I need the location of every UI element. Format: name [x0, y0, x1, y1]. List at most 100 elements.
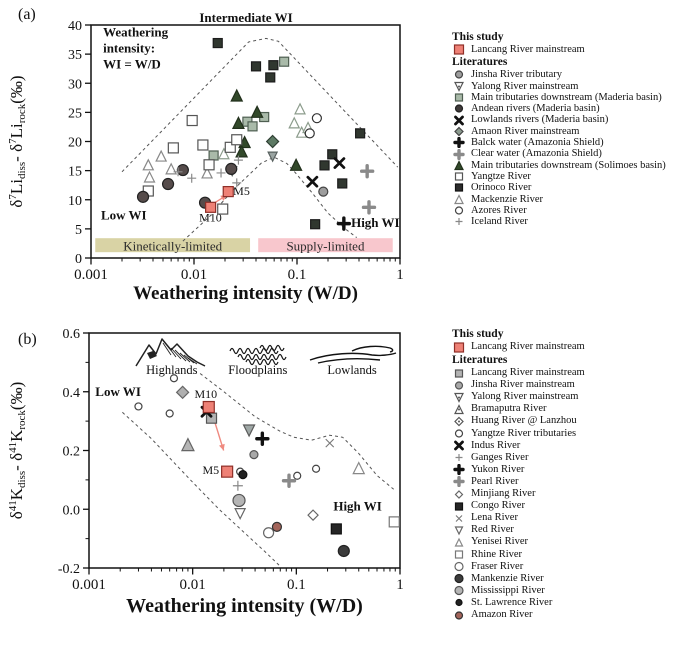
legend-item: Yukon River — [452, 464, 698, 476]
legend-item-label: Iceland River — [471, 216, 528, 228]
svg-text:30: 30 — [68, 77, 82, 92]
series-ganges-river — [232, 480, 243, 491]
legend-item-label: Red River — [471, 524, 514, 536]
legend-item-label: Lena River — [471, 512, 518, 524]
series-yenisei-river — [352, 461, 366, 475]
highlands-sketch — [135, 338, 206, 367]
legend-marker-lancang-river-mainstream — [454, 369, 464, 378]
legend-item: Fraser River — [452, 561, 698, 573]
legend-item: Lowlands rivers (Maderia basin) — [452, 114, 698, 125]
series-mississippi-river — [232, 493, 246, 508]
legend-item-label: Congo River — [471, 500, 525, 512]
legend-item-label: Orinoco River — [471, 182, 532, 194]
legend-item-label: Fraser River — [471, 560, 524, 572]
lowlands-sketch — [309, 345, 397, 364]
svg-text:0.1: 0.1 — [288, 267, 307, 283]
legend-marker-clear-water-amazonia-shield — [453, 148, 465, 160]
legend-item: Pearl River — [452, 476, 698, 488]
legend-marker-mankenzie-river — [454, 574, 464, 584]
legend-item: Andean rivers (Maderia basin) — [452, 103, 698, 114]
svg-text:5: 5 — [75, 223, 82, 238]
legend-item-label: Jinsha River mainstream — [471, 379, 575, 391]
svg-text:0.2: 0.2 — [63, 445, 81, 460]
y-axis: 0 5 10 15 20 25 30 35 40 δ7Lidiss- δ7Lirock(‰) — [7, 19, 91, 267]
legend-item: Red River — [452, 524, 698, 536]
legend-item: Lena River — [452, 512, 698, 524]
legend-item-label: Amazon River — [471, 608, 533, 620]
floodplains-sketch — [229, 344, 287, 366]
series-main-tributaries-downstream-solimoes-basin — [230, 88, 303, 171]
legend-marker-red-river — [454, 526, 464, 536]
legend-item: Clear water (Amazonia Shield) — [452, 148, 698, 160]
legend-item-label: Andean rivers (Maderia basin) — [471, 103, 600, 115]
svg-text:Kinetically-limited: Kinetically-limited — [123, 238, 222, 253]
series-mankenzie-river — [337, 544, 350, 558]
svg-text:0: 0 — [75, 252, 82, 267]
legend-item-label: Lowlands rivers (Maderia basin) — [471, 114, 609, 126]
legend-marker-azores-river — [454, 206, 464, 215]
series-yangtze-river — [142, 114, 243, 215]
panel-b-plot: 0.001 0.01 0.1 1 Weathering intensity (W/D) -… — [7, 327, 404, 617]
legend-item: Yangtze River tributaries — [452, 428, 698, 440]
svg-text:0.6: 0.6 — [63, 327, 81, 342]
legend-item-label: Bramaputra River — [471, 403, 547, 415]
legend-item: Mankenzie River — [452, 573, 698, 585]
legend-item-label: Lancang River mainstream — [471, 367, 585, 379]
series-bramaputra-river — [180, 437, 195, 452]
svg-text:0.1: 0.1 — [287, 577, 306, 593]
legend-marker-orinoco-river — [454, 183, 464, 193]
legend-item: Orinoco River — [452, 182, 698, 193]
legend-marker-main-tributaries-downstream-solimoes-basin — [454, 159, 464, 170]
legend-item-label: Yenisei River — [471, 536, 528, 548]
svg-text:0.01: 0.01 — [181, 267, 207, 283]
legend-item-label: Mississippi River — [471, 584, 545, 596]
legend-item-label: Yangtze River — [471, 170, 531, 182]
legend-marker-minjiang-river — [454, 489, 464, 499]
regime-bands: Kinetically-limited Supply-limited — [95, 238, 393, 253]
svg-text:WI = W/D: WI = W/D — [103, 57, 161, 72]
legend-marker-congo-river — [454, 502, 464, 511]
legend-marker-amaon-river-mainstream — [454, 126, 464, 137]
panel-a-label: (a) — [18, 6, 36, 23]
legend-marker-rhine-river — [454, 550, 464, 559]
legend-marker-ganges-river — [455, 454, 463, 462]
series-balck-water-amazonia-shield — [336, 216, 352, 231]
legend-item-label: Huang River @ Lanzhou — [471, 415, 577, 427]
legend-item-label: Clear water (Amazonia Shield) — [471, 148, 602, 160]
series-lancang-river-mainstream-this-study — [205, 185, 234, 213]
legend-item-label: Main tributaries downstream (Solimoes ba… — [471, 159, 666, 171]
series-orinoco-river — [212, 37, 366, 230]
legend-item: Ganges River — [452, 452, 698, 464]
legend-marker-yalong-river-mainstream — [454, 81, 464, 92]
svg-text:0.001: 0.001 — [74, 267, 108, 283]
svg-text:M5: M5 — [233, 184, 250, 198]
legend-item-label: Lancang River mainstream — [471, 341, 585, 352]
legend-item-label: Balck water (Amazonia Shield) — [471, 137, 604, 149]
legend-marker-indus-river — [454, 440, 464, 451]
legend-item: Mackenzie River — [452, 194, 698, 205]
envelope-lines — [121, 37, 399, 242]
legend-item-label: Yukon River — [471, 463, 525, 475]
legend-marker-main-tributaries-downstream-maderia-basin — [454, 93, 464, 102]
legend-marker-yukon-river — [453, 464, 465, 476]
svg-text:0.01: 0.01 — [180, 577, 206, 593]
series-azores-river — [304, 113, 322, 139]
svg-text:Supply-limited: Supply-limited — [286, 238, 365, 253]
legend-item-label: Main tributaries downstream (Maderia bas… — [471, 91, 662, 103]
legend-item-label: Mankenzie River — [471, 572, 544, 584]
legend-marker-balck-water-amazonia-shield — [453, 137, 465, 149]
legend-item-label: Ganges River — [471, 451, 529, 463]
legend-item: Azores River — [452, 205, 698, 216]
legend-item-label: Pearl River — [471, 475, 519, 487]
svg-text:High WI: High WI — [351, 215, 400, 230]
trend-arrow — [214, 423, 225, 451]
legend-item: Balck water (Amazonia Shield) — [452, 137, 698, 149]
panel-a-legend: This study Lancang River mainstream Lite… — [452, 30, 698, 227]
series-yangtze-river-tributaries — [134, 374, 321, 480]
series-pearl-river — [281, 473, 297, 488]
series-yukon-river — [255, 431, 270, 446]
panel-b-label: (b) — [18, 331, 37, 348]
svg-text:40: 40 — [68, 19, 82, 34]
panel-b-legend: This study Lancang River mainstream Lite… — [452, 327, 698, 621]
legend-b-lit-items: Lancang River mainstream Jinsha River mai… — [452, 367, 698, 621]
